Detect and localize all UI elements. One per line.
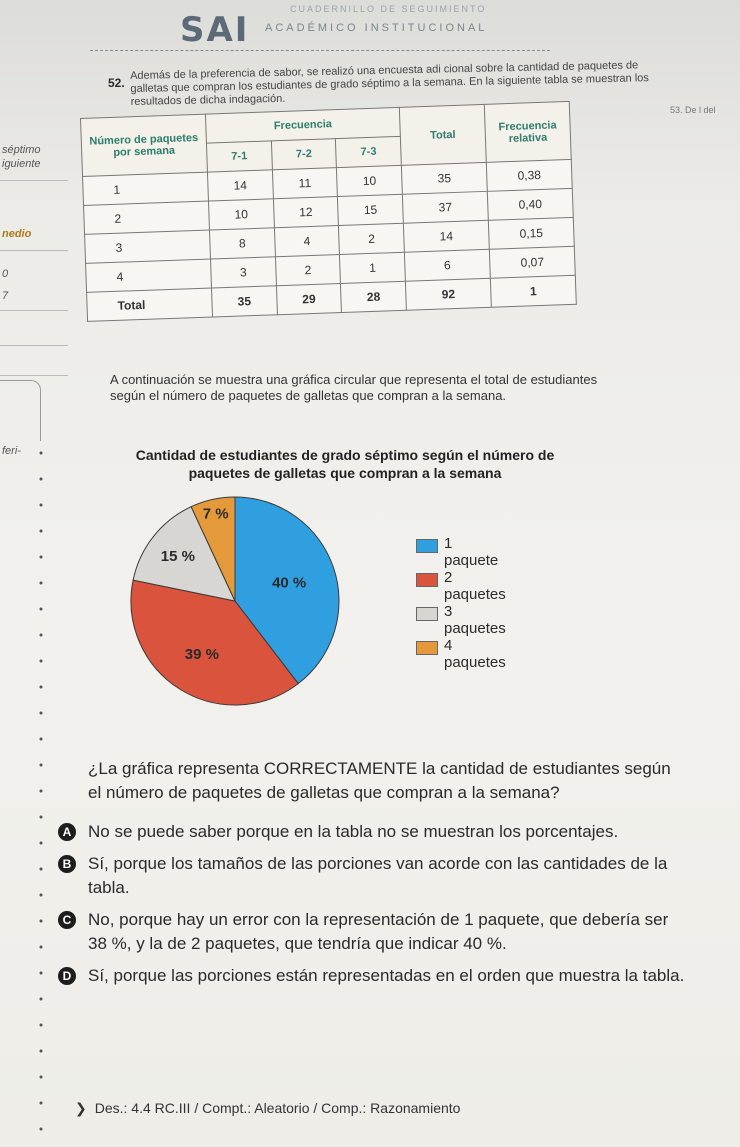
brand-top-text: CUADERNILLO DE SEGUIMIENTO bbox=[290, 4, 487, 14]
option-text: No, porque hay un error con la represent… bbox=[88, 910, 669, 953]
margin-line bbox=[0, 180, 68, 181]
slice-1-paquete bbox=[234, 496, 340, 685]
margin-box bbox=[0, 380, 41, 441]
option-c[interactable]: C No, porque hay un error con la represe… bbox=[58, 908, 690, 956]
legend-label: 1 paquete bbox=[444, 535, 499, 569]
legend-label: 4 paquetes bbox=[444, 637, 506, 671]
cell: 10 bbox=[336, 165, 403, 197]
subheader-group: 7-3 bbox=[335, 136, 402, 168]
cell: 10 bbox=[208, 198, 275, 231]
cell-total: 14 bbox=[403, 220, 490, 253]
option-letter: B bbox=[58, 855, 76, 873]
option-letter: A bbox=[58, 823, 76, 841]
cell: 8 bbox=[209, 227, 276, 260]
cell: 29 bbox=[276, 283, 342, 315]
row-label: 4 bbox=[85, 259, 212, 293]
slice-label: 39 % bbox=[185, 646, 219, 663]
brand-subtitle: ACADÉMICO INSTITUCIONAL bbox=[265, 22, 488, 34]
cell: 2 bbox=[338, 223, 405, 255]
option-a[interactable]: A No se puede saber porque en la tabla n… bbox=[58, 820, 690, 844]
cell: 4 bbox=[274, 225, 340, 257]
cell: 15 bbox=[337, 194, 404, 226]
dotted-guide bbox=[38, 440, 44, 1140]
next-question-number: 53. bbox=[670, 105, 683, 115]
margin-word: séptimo bbox=[2, 144, 41, 156]
brand-logo: SAI bbox=[180, 10, 250, 50]
next-question-text: De l del bbox=[685, 105, 716, 115]
option-b[interactable]: B Sí, porque los tamaños de las porcione… bbox=[58, 852, 690, 900]
option-text: No se puede saber porque en la tabla no … bbox=[88, 822, 619, 841]
cell: 12 bbox=[273, 196, 339, 228]
next-question-fragment: 53. De l del bbox=[670, 105, 740, 115]
option-d[interactable]: D Sí, porque las porciones están represe… bbox=[58, 964, 690, 988]
cell: 2 bbox=[275, 254, 341, 286]
cell-relative: 1 bbox=[490, 275, 577, 308]
frequency-table-wrapper: Número de paquetes por semana Frecuencia… bbox=[80, 100, 588, 368]
intro-paragraph: A continuación se muestra una gráfica ci… bbox=[110, 372, 598, 403]
margin-line bbox=[0, 345, 68, 346]
row-label: 3 bbox=[84, 230, 211, 264]
chevron-right-icon: ❯ bbox=[75, 1100, 87, 1116]
cell-total: 6 bbox=[404, 249, 491, 282]
margin-word: 0 bbox=[2, 268, 9, 280]
margin-word: iguiente bbox=[2, 158, 41, 170]
cell-relative: 0,40 bbox=[487, 188, 574, 221]
slice-2-paquetes bbox=[130, 579, 299, 706]
row-label: Total bbox=[86, 288, 213, 322]
pie-chart: 40 % 39 % 15 % 7 % bbox=[130, 496, 340, 706]
legend-swatch bbox=[416, 607, 438, 621]
cell-relative: 0,15 bbox=[488, 217, 575, 250]
cell: 14 bbox=[207, 169, 274, 202]
legend-label: 3 paquetes bbox=[444, 603, 506, 637]
row-label: 2 bbox=[83, 201, 210, 235]
cell-total: 35 bbox=[401, 162, 488, 195]
option-letter: D bbox=[58, 967, 76, 985]
footer-meta: ❯ Des.: 4.4 RC.III / Compt.: Aleatorio / … bbox=[75, 1100, 460, 1117]
slice-3-paquetes bbox=[132, 506, 236, 602]
page-header: CUADERNILLO DE SEGUIMIENTO SAI ACADÉMICO… bbox=[180, 0, 740, 50]
subheader-group: 7-1 bbox=[206, 140, 273, 173]
margin-line bbox=[0, 310, 68, 311]
cell-total: 37 bbox=[402, 191, 489, 224]
cell: 1 bbox=[339, 252, 406, 284]
header-total: Total bbox=[399, 104, 487, 166]
slice-label: 40 % bbox=[272, 575, 306, 592]
legend-swatch bbox=[416, 573, 438, 587]
cell-relative: 0,38 bbox=[486, 159, 573, 192]
margin-line bbox=[0, 250, 68, 251]
row-label: 1 bbox=[82, 172, 209, 206]
cell: 35 bbox=[211, 285, 278, 317]
question-text: ¿La gráfica representa CORRECTAMENTE la … bbox=[88, 759, 671, 802]
legend-swatch bbox=[416, 539, 438, 553]
header-divider bbox=[90, 50, 550, 51]
slice-label: 7 % bbox=[203, 506, 229, 523]
cell-total: 92 bbox=[405, 278, 492, 311]
legend-label: 2 paquetes bbox=[444, 569, 506, 603]
answer-options: A No se puede saber porque en la tabla n… bbox=[58, 820, 690, 996]
cell-relative: 0,07 bbox=[489, 246, 576, 279]
question-number: 52. bbox=[108, 76, 125, 90]
option-letter: C bbox=[58, 911, 76, 929]
slice-4-paquetes bbox=[190, 496, 236, 602]
cell: 3 bbox=[210, 256, 277, 289]
header-relative: Frecuencia relativa bbox=[484, 101, 572, 163]
cell: 28 bbox=[340, 281, 407, 313]
margin-line bbox=[0, 375, 68, 376]
header-packages: Número de paquetes por semana bbox=[80, 114, 208, 177]
cell: 11 bbox=[272, 167, 338, 199]
margin-word: 7 bbox=[2, 290, 9, 302]
margin-word: feri- bbox=[2, 445, 21, 457]
margin-word: nedio bbox=[2, 228, 32, 240]
frequency-table: Número de paquetes por semana Frecuencia… bbox=[80, 100, 577, 322]
subheader-group: 7-2 bbox=[271, 138, 337, 170]
option-text: Sí, porque los tamaños de las porciones … bbox=[88, 854, 668, 897]
legend-swatch bbox=[416, 641, 438, 655]
option-text: Sí, porque las porciones están represent… bbox=[88, 966, 685, 985]
footer-text: Des.: 4.4 RC.III / Compt.: Aleatorio / C… bbox=[94, 1100, 461, 1116]
chart-title: Cantidad de estudiantes de grado séptimo… bbox=[135, 447, 555, 481]
slice-label: 15 % bbox=[161, 548, 195, 565]
